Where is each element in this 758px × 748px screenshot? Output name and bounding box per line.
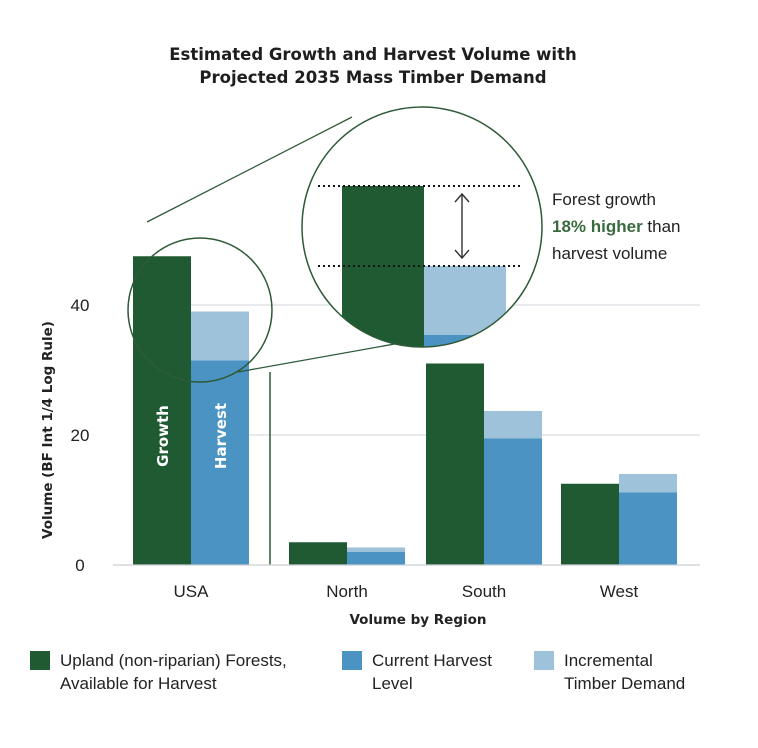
legend-label-incremental-1: Incremental: [564, 651, 653, 670]
bar-harvest-usa: [191, 360, 249, 565]
zoom-callout-circle: [301, 106, 543, 348]
annotation-highlight: 18% higher: [552, 217, 643, 236]
y-tick-label: 40: [71, 296, 90, 315]
bar-incremental-south: [484, 410, 542, 439]
y-tick-label: 20: [71, 426, 90, 445]
legend-label-incremental-2: Timber Demand: [564, 674, 685, 693]
bar-label-growth: Growth: [154, 405, 172, 467]
legend-label-growth-1: Upland (non-riparian) Forests,: [60, 651, 287, 670]
x-tick-label-north: North: [326, 582, 368, 601]
legend-label-growth-2: Available for Harvest: [60, 674, 217, 693]
bar-growth-south: [426, 363, 484, 565]
x-axis-title: Volume by Region: [349, 612, 486, 628]
legend-swatch-growth: [30, 651, 50, 670]
x-tick-label-west: West: [600, 582, 639, 601]
legend-label-harvest-1: Current Harvest: [372, 651, 492, 670]
legend-swatch-harvest: [342, 651, 362, 670]
bar-growth-west: [561, 483, 619, 565]
y-axis-title: Volume (BF Int 1/4 Log Rule): [40, 321, 56, 539]
chart-title-line-2: Projected 2035 Mass Timber Demand: [199, 68, 546, 87]
y-ticks: 0 20 40: [71, 296, 90, 575]
annotation-line-2-rest: than: [643, 217, 681, 236]
bars: [133, 256, 677, 565]
annotation-line-1: Forest growth: [552, 190, 656, 209]
bar-incremental-usa: [191, 311, 249, 361]
y-tick-label: 0: [75, 556, 84, 575]
x-tick-label-usa: USA: [174, 582, 210, 601]
chart-title-line-1: Estimated Growth and Harvest Volume with: [169, 45, 576, 64]
bar-harvest-west: [619, 492, 677, 565]
legend-label-harvest-2: Level: [372, 674, 413, 693]
annotation-line-3: harvest volume: [552, 244, 667, 263]
zoom-source-circle: [127, 237, 273, 383]
legend: Upland (non-riparian) Forests, Available…: [30, 651, 685, 693]
bar-incremental-north: [347, 547, 405, 552]
double-arrow-icon: [454, 192, 470, 260]
bar-harvest-north: [347, 552, 405, 565]
zoom-bar-harvest: [424, 335, 506, 347]
x-tick-label-south: South: [462, 582, 506, 601]
bar-growth-usa: [133, 256, 191, 565]
zoom-bar-incremental: [424, 266, 506, 335]
x-tick-labels: USA North South West: [174, 582, 639, 601]
bar-label-harvest: Harvest: [212, 403, 230, 469]
bar-incremental-west: [619, 474, 677, 493]
zoom-connector-top: [146, 116, 353, 223]
bar-growth-north: [289, 542, 347, 565]
annotation-line-2: 18% higher than: [552, 217, 681, 236]
legend-swatch-incremental: [534, 651, 554, 670]
bar-harvest-south: [484, 438, 542, 565]
